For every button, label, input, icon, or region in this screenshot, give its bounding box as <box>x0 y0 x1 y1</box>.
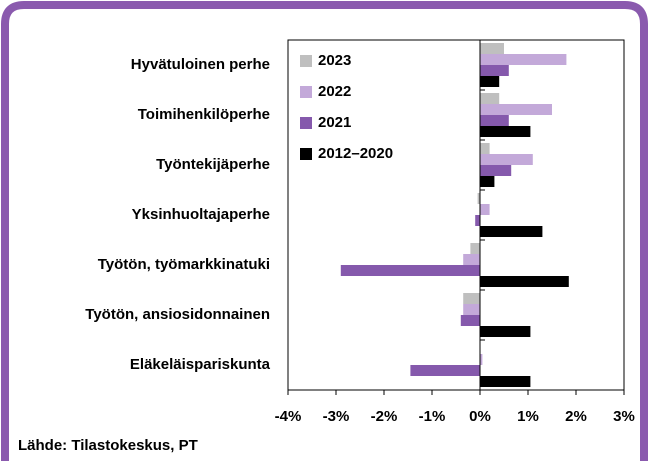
bar <box>480 354 483 365</box>
legend-label: 2023 <box>318 52 351 69</box>
bar <box>480 165 512 176</box>
legend-swatch <box>300 86 312 98</box>
bar <box>480 76 500 87</box>
bar <box>480 226 543 237</box>
bar <box>340 265 480 276</box>
bar <box>480 326 531 337</box>
bar <box>480 65 509 76</box>
x-tick-label: -2% <box>371 408 398 425</box>
legend-label: 2022 <box>318 83 351 100</box>
y-tick-label: Eläkeläispariskunta <box>130 356 271 373</box>
bar <box>480 104 552 115</box>
bar <box>470 243 480 254</box>
legend-swatch <box>300 117 312 129</box>
bar <box>480 115 509 126</box>
y-tick-label: Hyvätuloinen perhe <box>131 56 270 73</box>
legend-swatch <box>300 55 312 67</box>
bar <box>480 54 567 65</box>
bar <box>480 143 490 154</box>
x-tick-label: 1% <box>517 408 539 425</box>
y-tick-label: Työtön, ansiosidonnainen <box>85 306 270 323</box>
bar <box>460 315 480 326</box>
source: Lähde: Tilastokeskus, PT <box>18 437 198 454</box>
bar <box>463 293 480 304</box>
x-tick-label: -3% <box>323 408 350 425</box>
plot-area <box>287 39 625 391</box>
bar <box>480 43 504 54</box>
bar <box>480 126 531 137</box>
bar <box>410 365 480 376</box>
bar <box>475 215 480 226</box>
bar <box>463 304 480 315</box>
legend-swatch <box>300 148 312 160</box>
bar <box>477 193 480 204</box>
bar <box>480 204 490 215</box>
bar <box>480 176 495 187</box>
y-tick-label: Toimihenkilöperhe <box>138 106 270 123</box>
y-tick-label: Työntekijäperhe <box>156 156 270 173</box>
y-tick-label: Työtön, työmarkkinatuki <box>98 256 270 273</box>
x-tick-label: 3% <box>613 408 635 425</box>
bar <box>480 154 533 165</box>
bar <box>463 254 480 265</box>
bar <box>480 276 569 287</box>
y-tick-label: Yksinhuoltajaperhe <box>132 206 270 223</box>
x-tick-label: 0% <box>469 408 491 425</box>
legend-label: 2012–2020 <box>318 145 393 162</box>
bar <box>480 376 531 387</box>
x-tick-label: -4% <box>275 408 302 425</box>
x-tick-label: -1% <box>419 408 446 425</box>
x-tick-label: 2% <box>565 408 587 425</box>
legend-label: 2021 <box>318 114 351 131</box>
bar <box>480 93 500 104</box>
